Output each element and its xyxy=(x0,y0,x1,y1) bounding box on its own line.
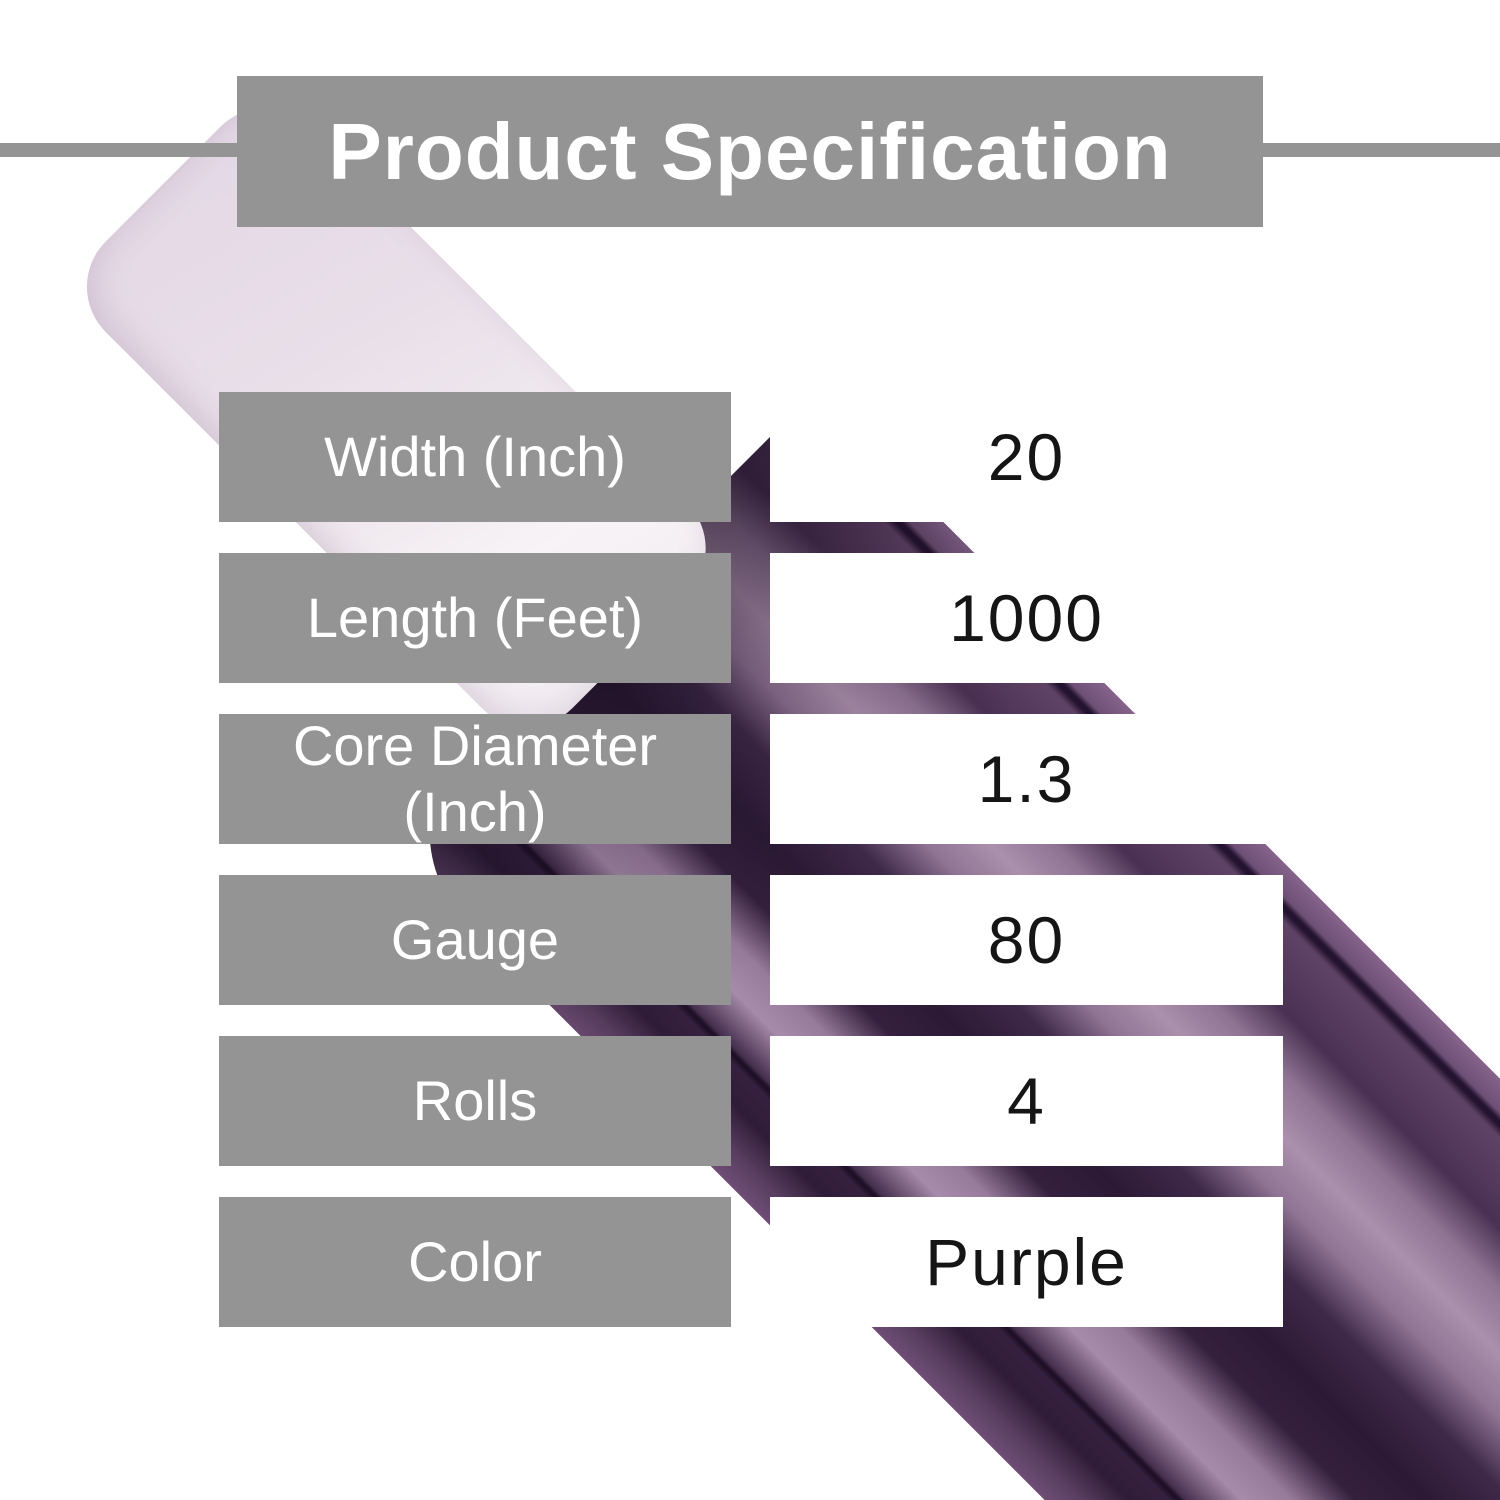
spec-value: Purple xyxy=(925,1225,1128,1299)
value-box: 4 xyxy=(770,1036,1283,1166)
spec-row-rolls: Rolls 4 xyxy=(0,1036,1500,1166)
label-box: Core Diameter (Inch) xyxy=(219,714,731,844)
label-box: Length (Feet) xyxy=(219,553,731,683)
value-box: Purple xyxy=(770,1197,1283,1327)
spec-label: Length (Feet) xyxy=(306,585,644,649)
spec-value: 20 xyxy=(987,420,1066,494)
spec-label: Width (Inch) xyxy=(324,424,626,488)
spec-row-color: Color Purple xyxy=(0,1197,1500,1327)
spec-row-length: Length (Feet) 1000 xyxy=(0,553,1500,683)
spec-label: Core Diameter (Inch) xyxy=(292,713,658,843)
value-box: 1000 xyxy=(770,553,1283,683)
spec-value: 1.3 xyxy=(977,742,1076,816)
spec-label: Rolls xyxy=(412,1068,538,1132)
value-box: 20 xyxy=(770,392,1283,522)
value-box: 80 xyxy=(770,875,1283,1005)
spec-value: 80 xyxy=(987,903,1066,977)
value-box: 1.3 xyxy=(770,714,1283,844)
label-box: Color xyxy=(219,1197,731,1327)
page-title: Product Specification xyxy=(328,106,1172,196)
spec-row-core-diameter: Core Diameter (Inch) 1.3 xyxy=(0,714,1500,844)
label-box: Width (Inch) xyxy=(219,392,731,522)
spec-label: Color xyxy=(408,1229,542,1293)
label-box: Gauge xyxy=(219,875,731,1005)
spec-row-width: Width (Inch) 20 xyxy=(0,392,1500,522)
label-box: Rolls xyxy=(219,1036,731,1166)
spec-row-gauge: Gauge 80 xyxy=(0,875,1500,1005)
title-banner: Product Specification xyxy=(237,76,1263,227)
spec-value: 4 xyxy=(1007,1064,1046,1138)
spec-label: Gauge xyxy=(390,907,560,971)
spec-value: 1000 xyxy=(949,581,1104,655)
